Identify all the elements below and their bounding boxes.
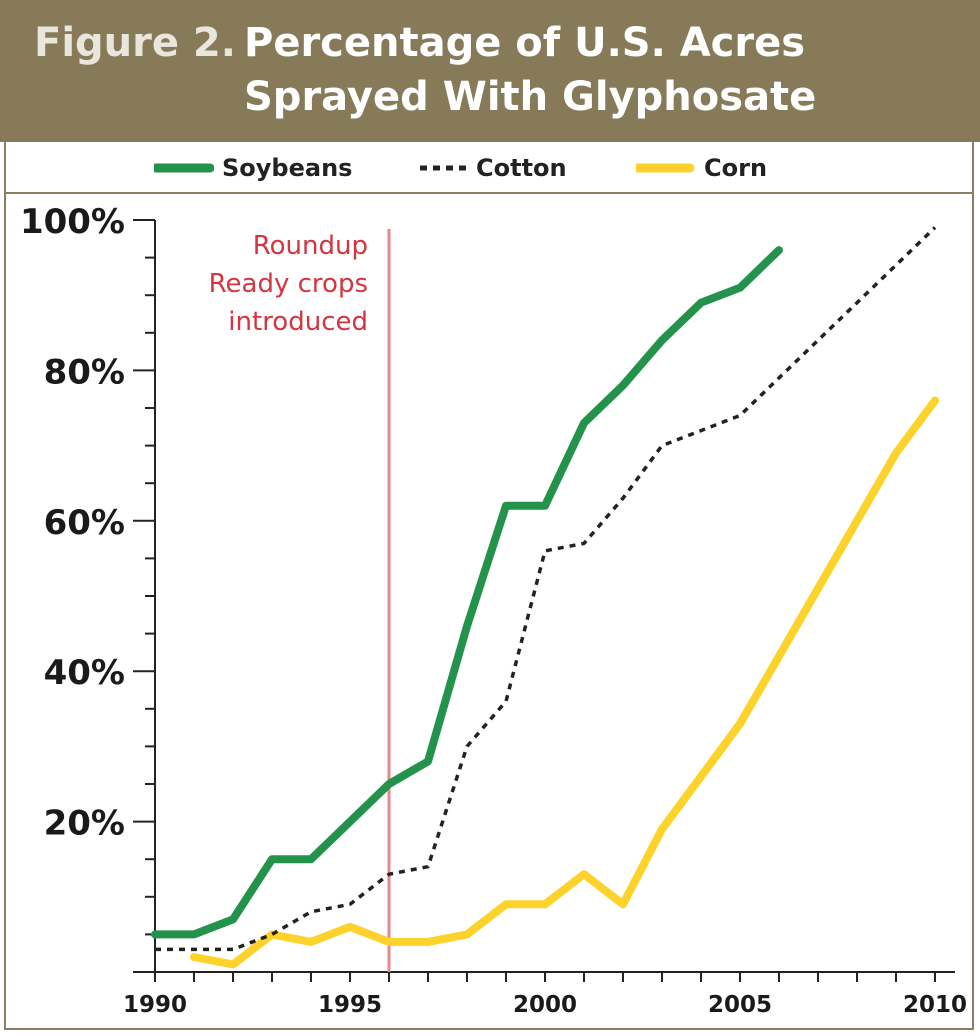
x-tick-label: 1990	[123, 992, 187, 1018]
legend-item-soybeans: Soybeans	[151, 152, 352, 184]
legend	[4, 142, 974, 194]
x-tick-label: 2005	[708, 992, 772, 1018]
figure-header: Figure 2. Percentage of U.S. Acres Spray…	[0, 0, 980, 142]
series-line-corn	[190, 396, 939, 969]
legend-label-cotton: Cotton	[476, 154, 567, 182]
x-tick-label: 2010	[903, 992, 967, 1018]
legend-swatch-soybeans	[151, 163, 215, 173]
figure-number: Figure 2.	[34, 20, 236, 66]
legend-swatch-corn	[633, 163, 695, 173]
annotation-text-line: Roundup	[253, 231, 368, 261]
legend-label-corn: Corn	[704, 154, 768, 182]
chart-title-line-1: Percentage of U.S. Acres	[244, 20, 806, 66]
y-tick-label: 80%	[44, 352, 125, 392]
series-line-soybeans	[151, 246, 783, 939]
annotation-text-line: Ready crops	[209, 269, 368, 299]
legend-label-soybeans: Soybeans	[222, 154, 353, 182]
y-tick-label: 100%	[20, 202, 125, 242]
chart-title-line-2: Sprayed With Glyphosate	[244, 74, 817, 120]
y-tick-label: 20%	[44, 804, 125, 844]
series-line-cotton	[155, 226, 937, 952]
legend-item-cotton: Cotton	[418, 152, 567, 184]
x-tick-label: 1995	[318, 992, 382, 1018]
legend-item-corn: Corn	[633, 152, 767, 184]
annotation-text-line: introduced	[228, 307, 368, 337]
y-tick-label: 40%	[44, 653, 125, 693]
x-tick-label: 2000	[513, 992, 577, 1018]
y-tick-label: 60%	[44, 503, 125, 543]
